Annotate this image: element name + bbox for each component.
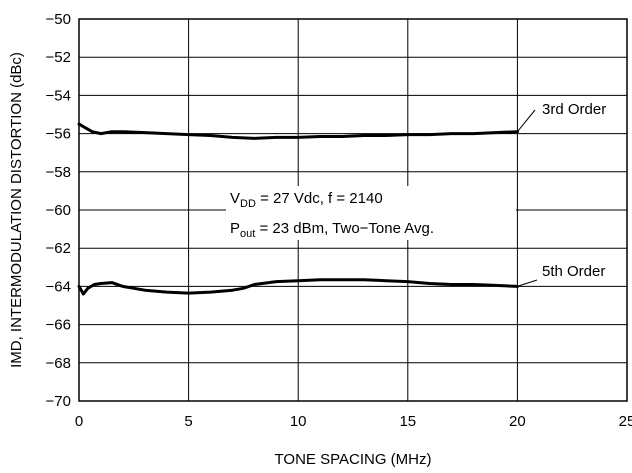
- third-order-leader-line: [517, 109, 536, 133]
- fifth-order-leader-line: [517, 279, 538, 287]
- x-tick-label: 20: [509, 413, 526, 430]
- series-layer: [77, 122, 519, 296]
- third-order-line: [77, 122, 519, 140]
- plot-area-frame: [78, 18, 628, 402]
- y-tick-label: −54: [46, 87, 71, 104]
- y-tick-label: −52: [46, 49, 71, 66]
- x-tick-label: 25: [619, 413, 632, 430]
- y-tick-label: −70: [46, 393, 71, 410]
- conditions-line-2: Pout = 23 dBm, Two−Tone Avg.: [230, 220, 434, 240]
- y-tick-label: −64: [46, 278, 71, 295]
- y-tick-label: −56: [46, 126, 71, 143]
- fifth-order-label: 5th Order: [542, 263, 605, 280]
- y-tick-label: −50: [46, 11, 71, 28]
- x-tick-labels: 0 5 10 15 20 25: [75, 413, 632, 430]
- x-tick-label: 0: [75, 413, 83, 430]
- y-tick-labels: −50 −52 −54 −56 −58 −60 −62 −64 −66 −68 −70: [46, 11, 71, 410]
- third-order-label: 3rd Order: [542, 101, 606, 118]
- x-tick-label: 15: [399, 413, 416, 430]
- conditions-background: [226, 186, 516, 240]
- y-tick-label: −58: [46, 164, 71, 181]
- y-tick-label: −66: [46, 317, 71, 334]
- y-axis-title: IMD, INTERMODULATION DISTORTION (dBc): [8, 52, 25, 368]
- y-tick-label: −60: [46, 202, 71, 219]
- conditions-line-1: VDD = 27 Vdc, f = 2140: [230, 190, 383, 210]
- fifth-order-line: [77, 278, 519, 296]
- x-axis-title: TONE SPACING (MHz): [275, 451, 432, 468]
- y-tick-label: −68: [46, 355, 71, 372]
- x-tick-label: 5: [184, 413, 192, 430]
- x-tick-label: 10: [290, 413, 307, 430]
- y-tick-label: −62: [46, 240, 71, 257]
